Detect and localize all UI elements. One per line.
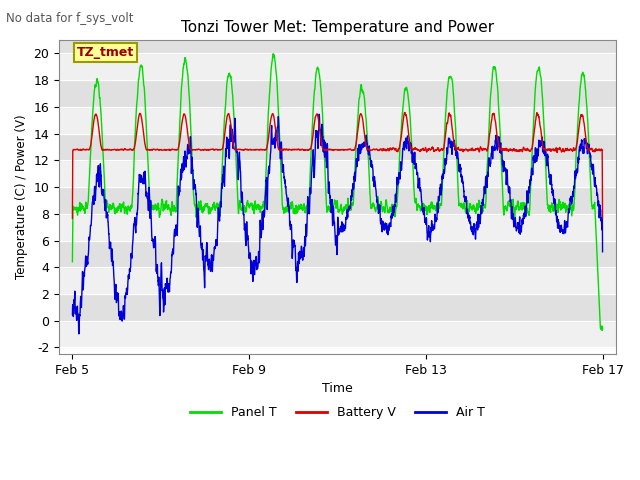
Title: Tonzi Tower Met: Temperature and Power: Tonzi Tower Met: Temperature and Power bbox=[181, 20, 494, 35]
Bar bbox=[59, 107, 616, 133]
Bar bbox=[59, 294, 616, 321]
Text: TZ_tmet: TZ_tmet bbox=[77, 46, 134, 59]
Bar bbox=[59, 27, 616, 53]
Legend: Panel T, Battery V, Air T: Panel T, Battery V, Air T bbox=[185, 401, 490, 424]
Bar bbox=[59, 80, 616, 107]
Bar bbox=[59, 53, 616, 80]
Bar bbox=[59, 321, 616, 348]
Bar bbox=[59, 133, 616, 160]
Y-axis label: Temperature (C) / Power (V): Temperature (C) / Power (V) bbox=[15, 115, 28, 279]
Bar bbox=[59, 187, 616, 214]
Bar bbox=[59, 240, 616, 267]
Bar bbox=[59, 267, 616, 294]
X-axis label: Time: Time bbox=[322, 383, 353, 396]
Bar bbox=[59, 160, 616, 187]
Text: No data for f_sys_volt: No data for f_sys_volt bbox=[6, 12, 134, 25]
Bar bbox=[59, 214, 616, 240]
